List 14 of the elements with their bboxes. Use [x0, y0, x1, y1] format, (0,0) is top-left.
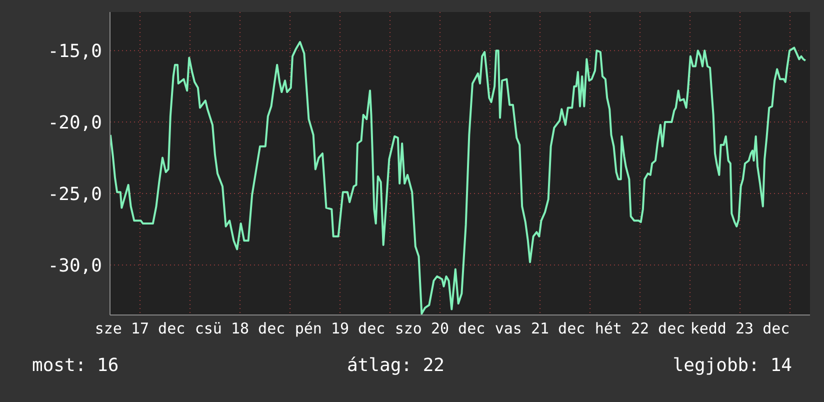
x-tick-label: pén 19 dec — [294, 320, 386, 338]
y-tick-label: -25,0 — [48, 184, 102, 205]
x-tick-label: kedd 23 dec — [690, 320, 790, 338]
y-tick-label: -15,0 — [48, 40, 102, 62]
x-tick-label: csü 18 dec — [194, 320, 286, 338]
x-tick-label: sze 17 dec — [94, 320, 186, 338]
text: most: 16 — [32, 355, 119, 376]
text: átlag: 22 — [346, 355, 445, 376]
text: legjobb: 14 — [672, 355, 792, 376]
y-tick-label: -20,0 — [48, 112, 102, 134]
y-tick-label: -30,0 — [48, 255, 102, 276]
x-tick-label: hét 22 dec — [594, 320, 686, 338]
x-tick-label: szo 20 dec — [394, 320, 486, 338]
x-tick-label: vas 21 dec — [494, 320, 586, 338]
